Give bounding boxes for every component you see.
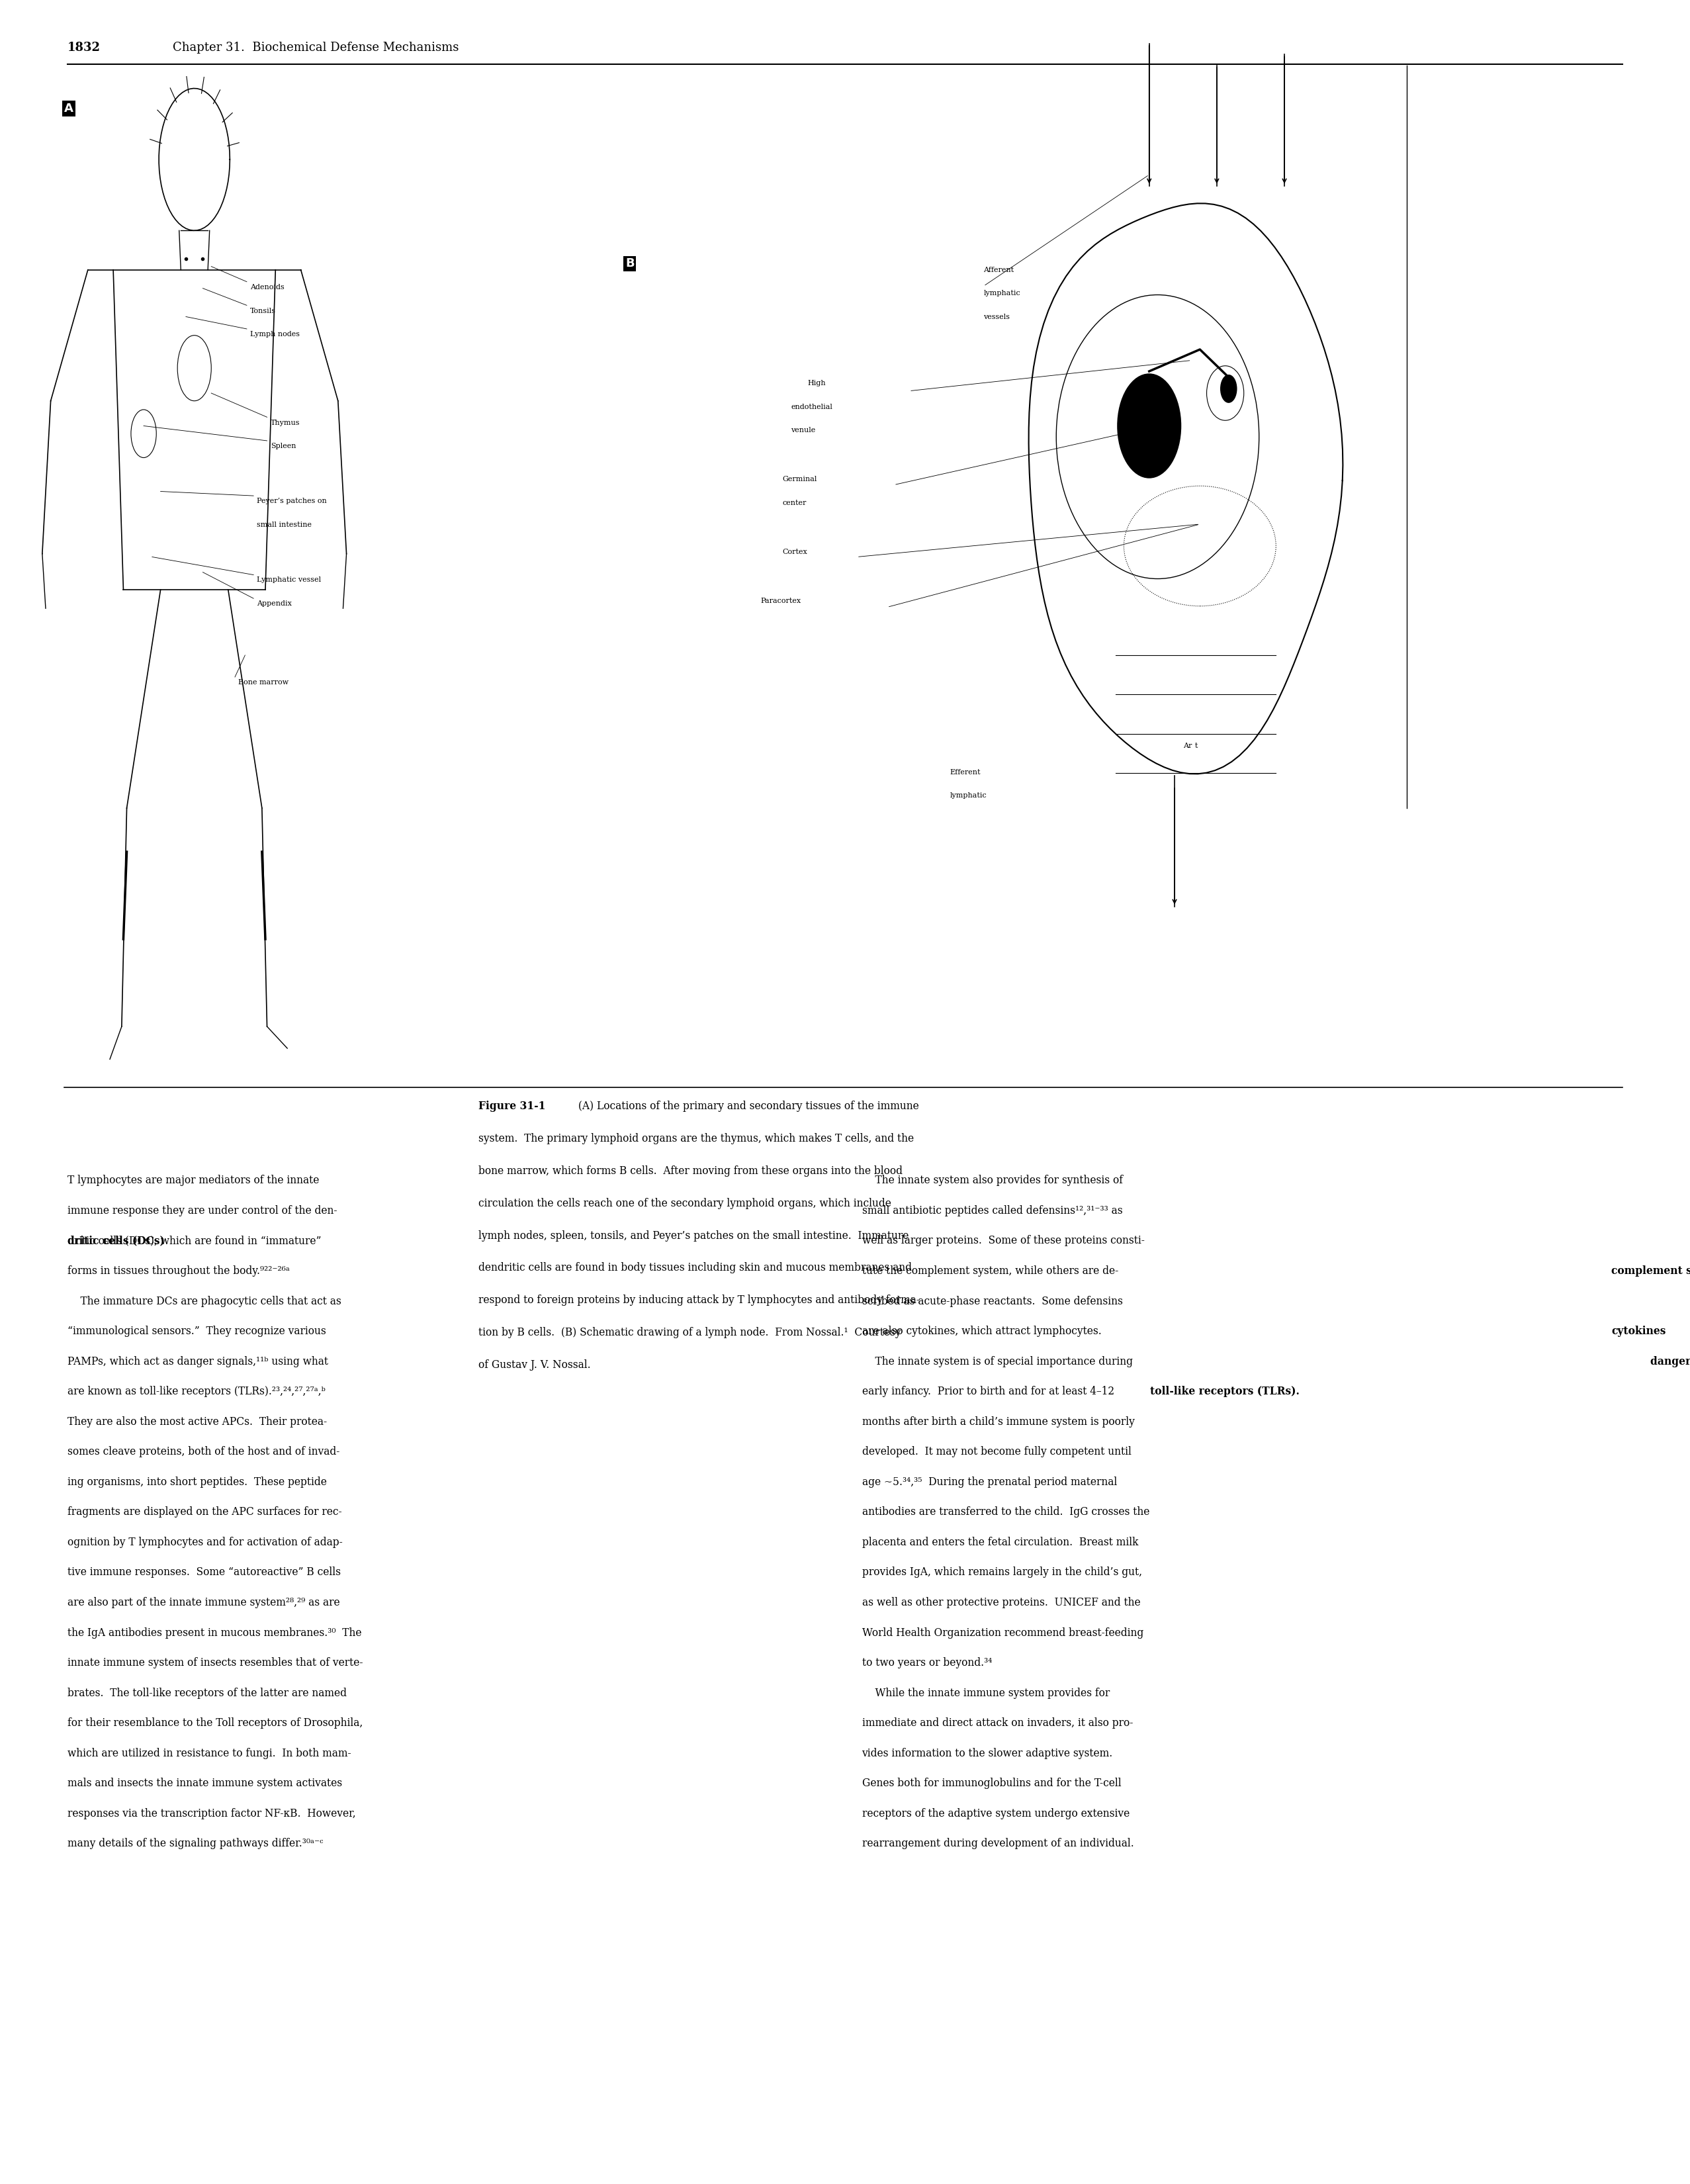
Text: are also part of the innate immune system²⁸,²⁹ as are: are also part of the innate immune syste… bbox=[68, 1597, 340, 1607]
Text: antibodies are transferred to the child.  IgG crosses the: antibodies are transferred to the child.… bbox=[862, 1507, 1149, 1518]
Text: 1832: 1832 bbox=[68, 41, 101, 52]
Text: dendritic cells are found in body tissues including skin and mucous membranes an: dendritic cells are found in body tissue… bbox=[478, 1262, 911, 1273]
Text: somes cleave proteins, both of the host and of invad-: somes cleave proteins, both of the host … bbox=[68, 1446, 340, 1457]
Text: brates.  The toll-like receptors of the latter are named: brates. The toll-like receptors of the l… bbox=[68, 1688, 346, 1699]
Text: provides IgA, which remains largely in the child’s gut,: provides IgA, which remains largely in t… bbox=[862, 1566, 1142, 1579]
Text: Genes both for immunoglobulins and for the T-cell: Genes both for immunoglobulins and for t… bbox=[862, 1778, 1120, 1789]
Text: T lymphocytes are major mediators of the innate: T lymphocytes are major mediators of the… bbox=[68, 1175, 319, 1186]
Text: B: B bbox=[625, 258, 634, 269]
Text: venule: venule bbox=[791, 428, 816, 435]
Text: are also cytokines, which attract lymphocytes.: are also cytokines, which attract lympho… bbox=[862, 1326, 1102, 1337]
Text: as well as other protective proteins.  UNICEF and the: as well as other protective proteins. UN… bbox=[862, 1597, 1141, 1607]
Text: early infancy.  Prior to birth and for at least 4–12: early infancy. Prior to birth and for at… bbox=[862, 1387, 1114, 1398]
Text: “immunological sensors.”  They recognize various: “immunological sensors.” They recognize … bbox=[68, 1326, 326, 1337]
Text: the IgA antibodies present in mucous membranes.³⁰  The: the IgA antibodies present in mucous mem… bbox=[68, 1627, 362, 1638]
Text: PAMPs, which act as danger signals,¹¹ᵇ using what: PAMPs, which act as danger signals,¹¹ᵇ u… bbox=[68, 1356, 328, 1367]
Text: to two years or beyond.³⁴: to two years or beyond.³⁴ bbox=[862, 1658, 992, 1669]
Text: lymphatic: lymphatic bbox=[950, 793, 987, 799]
Text: Lymphatic vessel: Lymphatic vessel bbox=[257, 577, 321, 583]
Text: endothelial: endothelial bbox=[791, 404, 833, 411]
Text: A: A bbox=[64, 103, 73, 114]
Text: Spleen: Spleen bbox=[270, 443, 296, 450]
Text: Germinal: Germinal bbox=[782, 476, 818, 483]
Text: High: High bbox=[808, 380, 826, 387]
Text: The immature DCs are phagocytic cells that act as: The immature DCs are phagocytic cells th… bbox=[68, 1295, 341, 1306]
Text: dritic cells (DCs): dritic cells (DCs) bbox=[68, 1236, 166, 1247]
Text: Afferent: Afferent bbox=[984, 266, 1014, 273]
Text: forms in tissues throughout the body.⁹²²⁻²⁶ᵃ: forms in tissues throughout the body.⁹²²… bbox=[68, 1265, 291, 1278]
Text: small intestine: small intestine bbox=[257, 522, 311, 529]
Text: Figure 31-1: Figure 31-1 bbox=[478, 1101, 546, 1112]
Text: ognition by T lymphocytes and for activation of adap-: ognition by T lymphocytes and for activa… bbox=[68, 1538, 343, 1548]
Text: complement system: complement system bbox=[1612, 1265, 1690, 1278]
Text: for their resemblance to the Toll receptors of Drosophila,: for their resemblance to the Toll recept… bbox=[68, 1717, 363, 1730]
Text: placenta and enters the fetal circulation.  Breast milk: placenta and enters the fetal circulatio… bbox=[862, 1538, 1137, 1548]
Text: small antibiotic peptides called defensins¹²,³¹⁻³³ as: small antibiotic peptides called defensi… bbox=[862, 1206, 1122, 1216]
Text: system.  The primary lymphoid organs are the thymus, which makes T cells, and th: system. The primary lymphoid organs are … bbox=[478, 1133, 914, 1144]
Text: immune response they are under control of the den-: immune response they are under control o… bbox=[68, 1206, 338, 1216]
Text: respond to foreign proteins by inducing attack by T lymphocytes and antibody for: respond to foreign proteins by inducing … bbox=[478, 1295, 919, 1306]
Text: rearrangement during development of an individual.: rearrangement during development of an i… bbox=[862, 1839, 1134, 1850]
Text: many details of the signaling pathways differ.³⁰ᵃ⁻ᶜ: many details of the signaling pathways d… bbox=[68, 1839, 323, 1850]
Text: vides information to the slower adaptive system.: vides information to the slower adaptive… bbox=[862, 1747, 1112, 1758]
Text: scribed as acute-phase reactants.  Some defensins: scribed as acute-phase reactants. Some d… bbox=[862, 1295, 1122, 1306]
Text: receptors of the adaptive system undergo extensive: receptors of the adaptive system undergo… bbox=[862, 1808, 1129, 1819]
Text: age ~5.³⁴,³⁵  During the prenatal period maternal: age ~5.³⁴,³⁵ During the prenatal period … bbox=[862, 1476, 1117, 1487]
Text: dritic cells (DCs), which are found in “immature”: dritic cells (DCs), which are found in “… bbox=[68, 1236, 321, 1247]
Text: are known as toll-like receptors (TLRs).²³,²⁴,²⁷,²⁷ᵃ,ᵇ: are known as toll-like receptors (TLRs).… bbox=[68, 1387, 326, 1398]
Text: mals and insects the innate immune system activates: mals and insects the innate immune syste… bbox=[68, 1778, 343, 1789]
Text: of Gustav J. V. Nossal.: of Gustav J. V. Nossal. bbox=[478, 1358, 590, 1372]
Text: developed.  It may not become fully competent until: developed. It may not become fully compe… bbox=[862, 1446, 1131, 1457]
Text: Ar  t: Ar t bbox=[1183, 743, 1198, 749]
Text: ing organisms, into short peptides.  These peptide: ing organisms, into short peptides. Thes… bbox=[68, 1476, 326, 1487]
Text: Chapter 31.  Biochemical Defense Mechanisms: Chapter 31. Biochemical Defense Mechanis… bbox=[172, 41, 458, 52]
Text: circulation the cells reach one of the secondary lymphoid organs, which include: circulation the cells reach one of the s… bbox=[478, 1197, 891, 1210]
Text: The innate system is of special importance during: The innate system is of special importan… bbox=[862, 1356, 1132, 1367]
Ellipse shape bbox=[1220, 376, 1237, 402]
Text: innate immune system of insects resembles that of verte-: innate immune system of insects resemble… bbox=[68, 1658, 363, 1669]
Text: tion by B cells.  (B) Schematic drawing of a lymph node.  From Nossal.¹  Courtes: tion by B cells. (B) Schematic drawing o… bbox=[478, 1328, 901, 1339]
Text: They are also the most active APCs.  Their protea-: They are also the most active APCs. Thei… bbox=[68, 1415, 328, 1428]
Text: (A) Locations of the primary and secondary tissues of the immune: (A) Locations of the primary and seconda… bbox=[575, 1101, 919, 1112]
Text: center: center bbox=[782, 500, 806, 507]
Text: tute the complement system, while others are de-: tute the complement system, while others… bbox=[862, 1265, 1119, 1278]
Text: responses via the transcription factor NF-κB.  However,: responses via the transcription factor N… bbox=[68, 1808, 357, 1819]
Text: Tonsils: Tonsils bbox=[250, 308, 275, 314]
Text: fragments are displayed on the APC surfaces for rec-: fragments are displayed on the APC surfa… bbox=[68, 1507, 341, 1518]
Text: cytokines: cytokines bbox=[1612, 1326, 1666, 1337]
Text: The innate system also provides for synthesis of: The innate system also provides for synt… bbox=[862, 1175, 1122, 1186]
Text: months after birth a child’s immune system is poorly: months after birth a child’s immune syst… bbox=[862, 1415, 1134, 1428]
Text: Paracortex: Paracortex bbox=[760, 598, 801, 605]
Text: well as larger proteins.  Some of these proteins consti-: well as larger proteins. Some of these p… bbox=[862, 1236, 1144, 1247]
Text: Appendix: Appendix bbox=[257, 601, 292, 607]
Text: immediate and direct attack on invaders, it also pro-: immediate and direct attack on invaders,… bbox=[862, 1717, 1132, 1730]
Text: vessels: vessels bbox=[984, 314, 1011, 321]
Text: which are utilized in resistance to fungi.  In both mam-: which are utilized in resistance to fung… bbox=[68, 1747, 352, 1758]
Text: Peyer’s patches on: Peyer’s patches on bbox=[257, 498, 326, 505]
Text: Adenoids: Adenoids bbox=[250, 284, 284, 290]
Text: While the innate immune system provides for: While the innate immune system provides … bbox=[862, 1688, 1110, 1699]
Text: Bone marrow: Bone marrow bbox=[238, 679, 289, 686]
Text: danger signals,: danger signals, bbox=[1649, 1356, 1690, 1367]
Text: lymphatic: lymphatic bbox=[984, 290, 1021, 297]
Text: lymph nodes, spleen, tonsils, and Peyer’s patches on the small intestine.  Immat: lymph nodes, spleen, tonsils, and Peyer’… bbox=[478, 1230, 909, 1241]
Text: World Health Organization recommend breast-feeding: World Health Organization recommend brea… bbox=[862, 1627, 1144, 1638]
Ellipse shape bbox=[1117, 373, 1181, 478]
Text: Cortex: Cortex bbox=[782, 548, 808, 555]
Text: Thymus: Thymus bbox=[270, 419, 299, 426]
Text: tive immune responses.  Some “autoreactive” B cells: tive immune responses. Some “autoreactiv… bbox=[68, 1566, 341, 1579]
Text: bone marrow, which forms B cells.  After moving from these organs into the blood: bone marrow, which forms B cells. After … bbox=[478, 1166, 902, 1177]
Text: Efferent: Efferent bbox=[950, 769, 980, 775]
Text: toll-like receptors (TLRs).: toll-like receptors (TLRs). bbox=[1151, 1387, 1300, 1398]
Text: Lymph nodes: Lymph nodes bbox=[250, 332, 299, 339]
